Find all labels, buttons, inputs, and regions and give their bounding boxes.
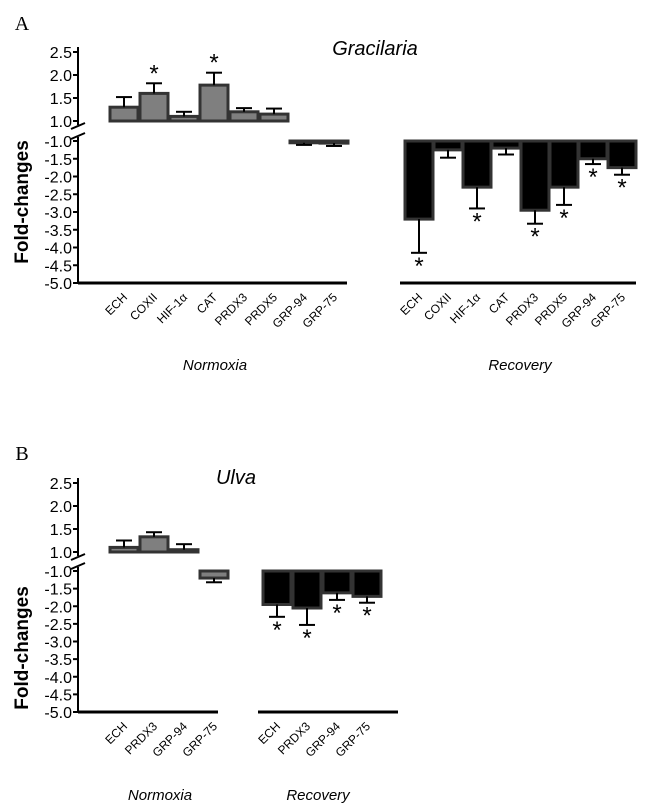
panel-b-recovery-significance-asterisk: * [272, 617, 281, 644]
panel-a-y-tick-label: -3.5 [44, 223, 72, 240]
panel-a-recovery-bar [490, 139, 522, 150]
panel-b-y-tick-label: 1.0 [50, 545, 72, 562]
panel-b-normoxia-bar [198, 569, 230, 580]
panel-a-normoxia-bar [318, 139, 350, 145]
panel-a-y-tick-label: -3.0 [44, 205, 72, 222]
panel-a-recovery-bar [461, 139, 493, 189]
panel-a-y-tick-label: -1.0 [44, 134, 72, 151]
panel-b-y-tick-label: 2.5 [50, 476, 72, 493]
panel-a-y-tick-label: 1.5 [50, 91, 72, 108]
panel-b-y-tick-label: -2.5 [44, 617, 72, 634]
panel-b-y-tick-label: -1.0 [44, 564, 72, 581]
panel-b-y-tick-label: -4.5 [44, 687, 72, 704]
panel-a-normoxia-bar [228, 110, 260, 123]
panel-a-recovery-bar [577, 139, 609, 161]
panel-a-normoxia-bar [198, 83, 230, 123]
panel-b-normoxia-bar [108, 545, 140, 554]
panel-a-normoxia-bar [168, 114, 200, 123]
panel-b-recovery-bar [291, 569, 323, 610]
panel-a-recovery-significance-asterisk: * [588, 164, 597, 191]
panel-b-title: Ulva [216, 467, 256, 489]
panel-b-recovery-bar [261, 569, 293, 606]
panel-a-y-tick-label: 2.0 [50, 68, 72, 85]
panel-a-y-tick-label: -4.0 [44, 241, 72, 258]
panel-a-recovery-significance-asterisk: * [617, 175, 626, 202]
panel-a-normoxia-bar [108, 105, 140, 123]
panel-a-normoxia-significance-asterisk: * [209, 50, 218, 77]
panel-a-recovery-bar [548, 139, 580, 189]
panel-b-recovery-significance-asterisk: * [302, 625, 311, 652]
panel-a-recovery-category-label: HIF-1α [447, 290, 483, 326]
panel-a-normoxia-category-label: CAT [194, 290, 221, 317]
panel-a-axis-break-mark [70, 122, 86, 130]
panel-a-recovery-significance-asterisk: * [472, 208, 481, 235]
panel-b-y-tick-label: -5.0 [44, 705, 72, 722]
panel-a-normoxia-bar [288, 139, 320, 145]
panel-b-y-tick-label: 1.5 [50, 522, 72, 539]
panel-b-y-tick-label: -1.5 [44, 582, 72, 599]
panel-b-y-tick-label: -3.5 [44, 652, 72, 669]
panel-a-recovery-bar [432, 139, 464, 152]
panel-a-axis-break-mark [70, 132, 86, 140]
panel-a-y-axis-label: Fold-changes [12, 140, 33, 264]
panel-a-normoxia-category-label: HIF-1α [154, 290, 190, 326]
panel-a-recovery-group-label: Recovery [488, 357, 553, 374]
panel-a-normoxia-significance-asterisk: * [149, 60, 158, 87]
panel-a-title: Gracilaria [332, 38, 418, 60]
panel-a-y-tick-label: 1.0 [50, 114, 72, 131]
panel-b-y-tick-label: -3.0 [44, 635, 72, 652]
panel-a-y-tick-label: -2.0 [44, 170, 72, 187]
panel-a-y-tick-label: -4.5 [44, 258, 72, 275]
panel-b-y-axis-label: Fold-changes [12, 586, 33, 710]
panel-a-recovery-significance-asterisk: * [414, 253, 423, 280]
panel-a-normoxia-category-label: ECH [102, 290, 130, 318]
panel-b-normoxia-bar [138, 535, 170, 554]
panel-b-recovery-bar [351, 569, 383, 598]
panel-b-recovery-group-label: Recovery [286, 787, 351, 804]
panel-b-normoxia-group-label: Normoxia [128, 787, 192, 804]
panel-b-axis-break-mark [70, 562, 86, 570]
panel-a-recovery-bar [403, 139, 435, 221]
panel-b-recovery-bar [321, 569, 353, 595]
panel-a-recovery-significance-asterisk: * [559, 205, 568, 232]
panel-b-y-tick-label: 2.0 [50, 499, 72, 516]
panel-a-normoxia-bar [138, 91, 170, 123]
panel-b-recovery-significance-asterisk: * [332, 600, 341, 627]
panel-b-y-tick-label: -2.0 [44, 599, 72, 616]
panel-b-letter: B [15, 443, 28, 465]
panel-a-recovery-bar [606, 139, 638, 170]
panel-a-recovery-bar [519, 139, 551, 212]
panel-a-y-tick-label: -5.0 [44, 276, 72, 293]
panel-a-normoxia-group-label: Normoxia [183, 357, 247, 374]
panel-a-normoxia-bar [258, 112, 290, 123]
panel-b-recovery-significance-asterisk: * [362, 603, 371, 630]
panel-b-axis-break-mark [70, 553, 86, 561]
panel-a-y-tick-label: -1.5 [44, 152, 72, 169]
panel-b-normoxia-bar [168, 548, 200, 554]
panel-b-y-tick-label: -4.0 [44, 670, 72, 687]
panel-a-normoxia-category-label: PRDX3 [212, 290, 250, 328]
panel-a-letter: A [15, 13, 30, 35]
panel-a-y-tick-label: -2.5 [44, 187, 72, 204]
panel-a-recovery-significance-asterisk: * [530, 224, 539, 251]
panel-a-y-tick-label: 2.5 [50, 45, 72, 62]
